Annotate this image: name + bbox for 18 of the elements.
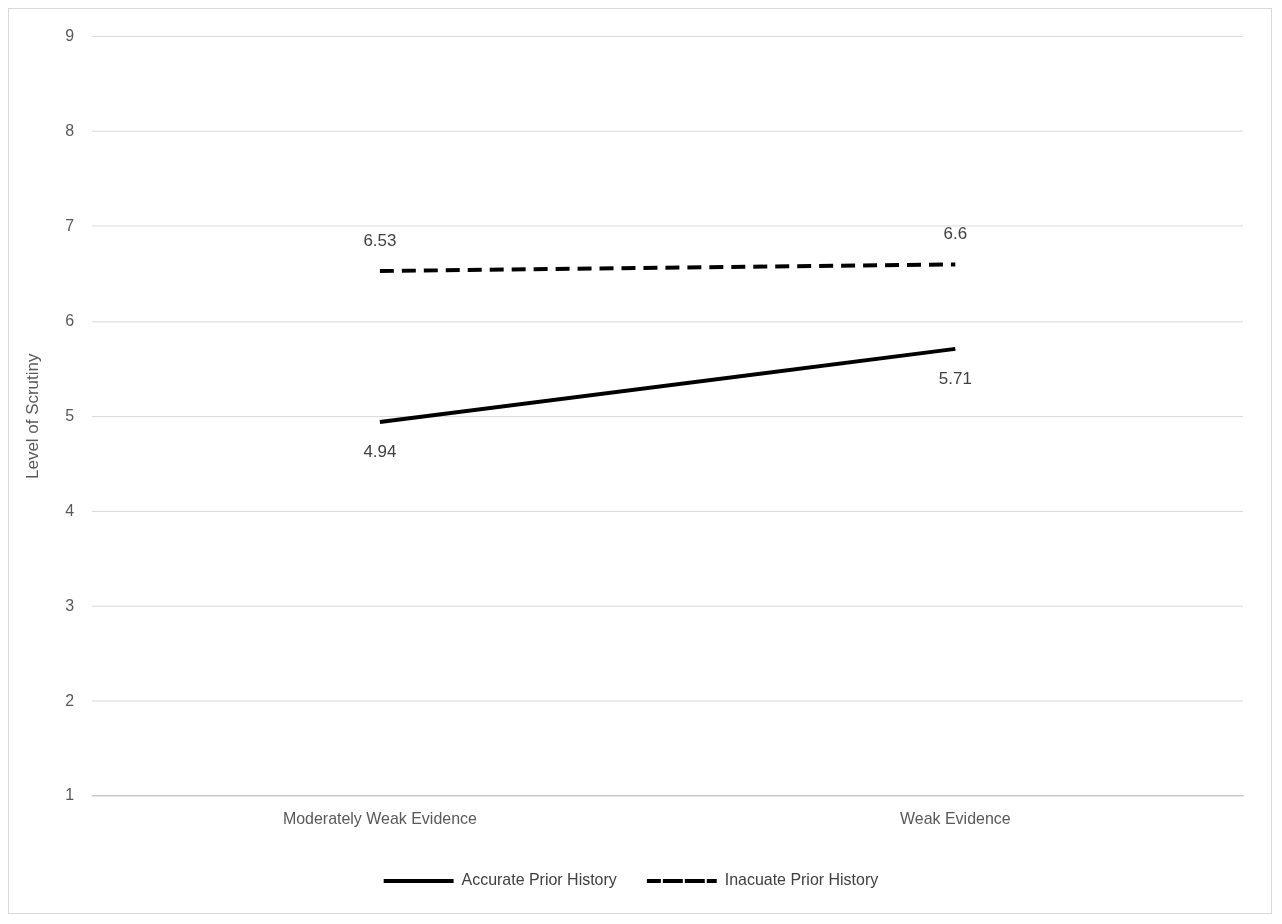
y-tick-label: 1 — [65, 786, 75, 804]
y-axis-title: Level of Scrutiny — [22, 353, 42, 479]
y-tick-label: 2 — [65, 691, 75, 709]
y-tick-label: 9 — [65, 26, 75, 44]
x-tick-label: Moderately Weak Evidence — [282, 810, 477, 827]
data-label: 6.53 — [363, 230, 397, 250]
legend-label: Accurate Prior History — [461, 871, 617, 889]
y-tick-label: 3 — [65, 596, 75, 614]
y-tick-label: 7 — [65, 216, 75, 234]
y-tick-label: 5 — [65, 406, 75, 424]
data-label: 6.6 — [943, 224, 968, 244]
data-label: 5.71 — [938, 368, 972, 388]
y-tick-label: 8 — [65, 121, 75, 139]
x-tick-label: Weak Evidence — [900, 810, 1011, 827]
legend-label: Inacuate Prior History — [724, 871, 879, 889]
y-tick-label: 6 — [65, 311, 75, 329]
y-tick-label: 4 — [65, 501, 75, 519]
data-label: 4.94 — [363, 441, 397, 461]
